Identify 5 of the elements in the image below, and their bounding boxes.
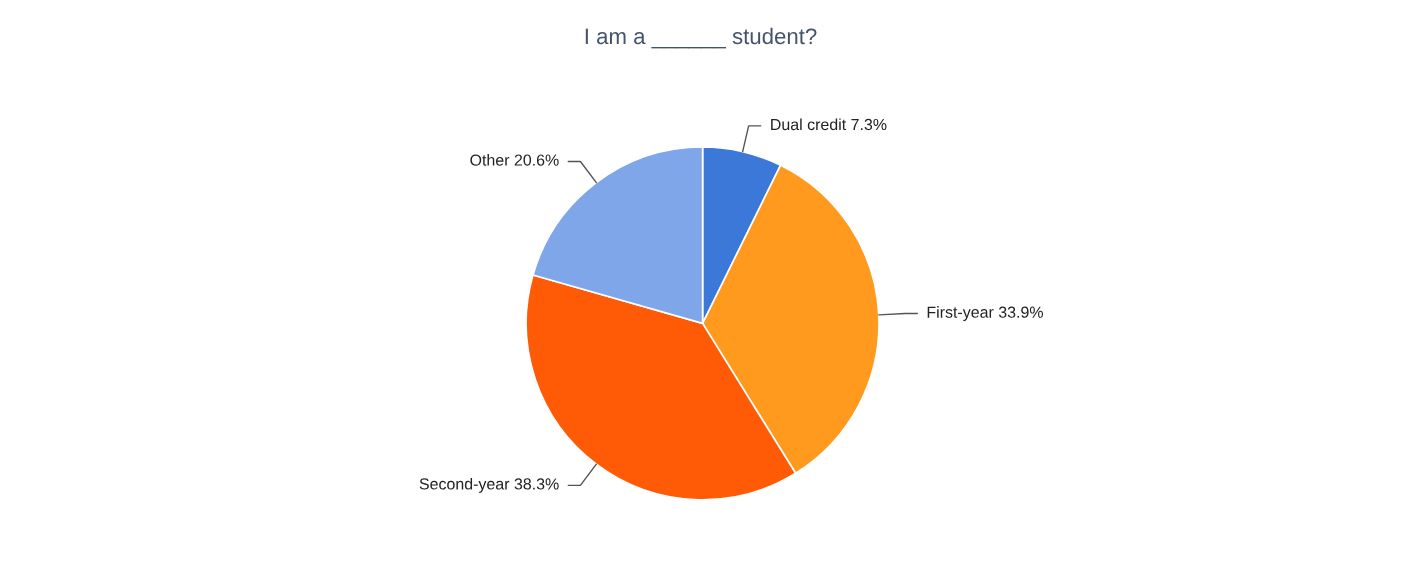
slice-label: Dual credit 7.3% <box>771 118 887 131</box>
slice-label: Second-year 38.3% <box>419 477 559 493</box>
slice-label: First-year 33.9% <box>927 306 1043 321</box>
chart-title: I am a ______ student? <box>585 27 817 49</box>
slice-label: Other 20.6% <box>470 154 559 166</box>
